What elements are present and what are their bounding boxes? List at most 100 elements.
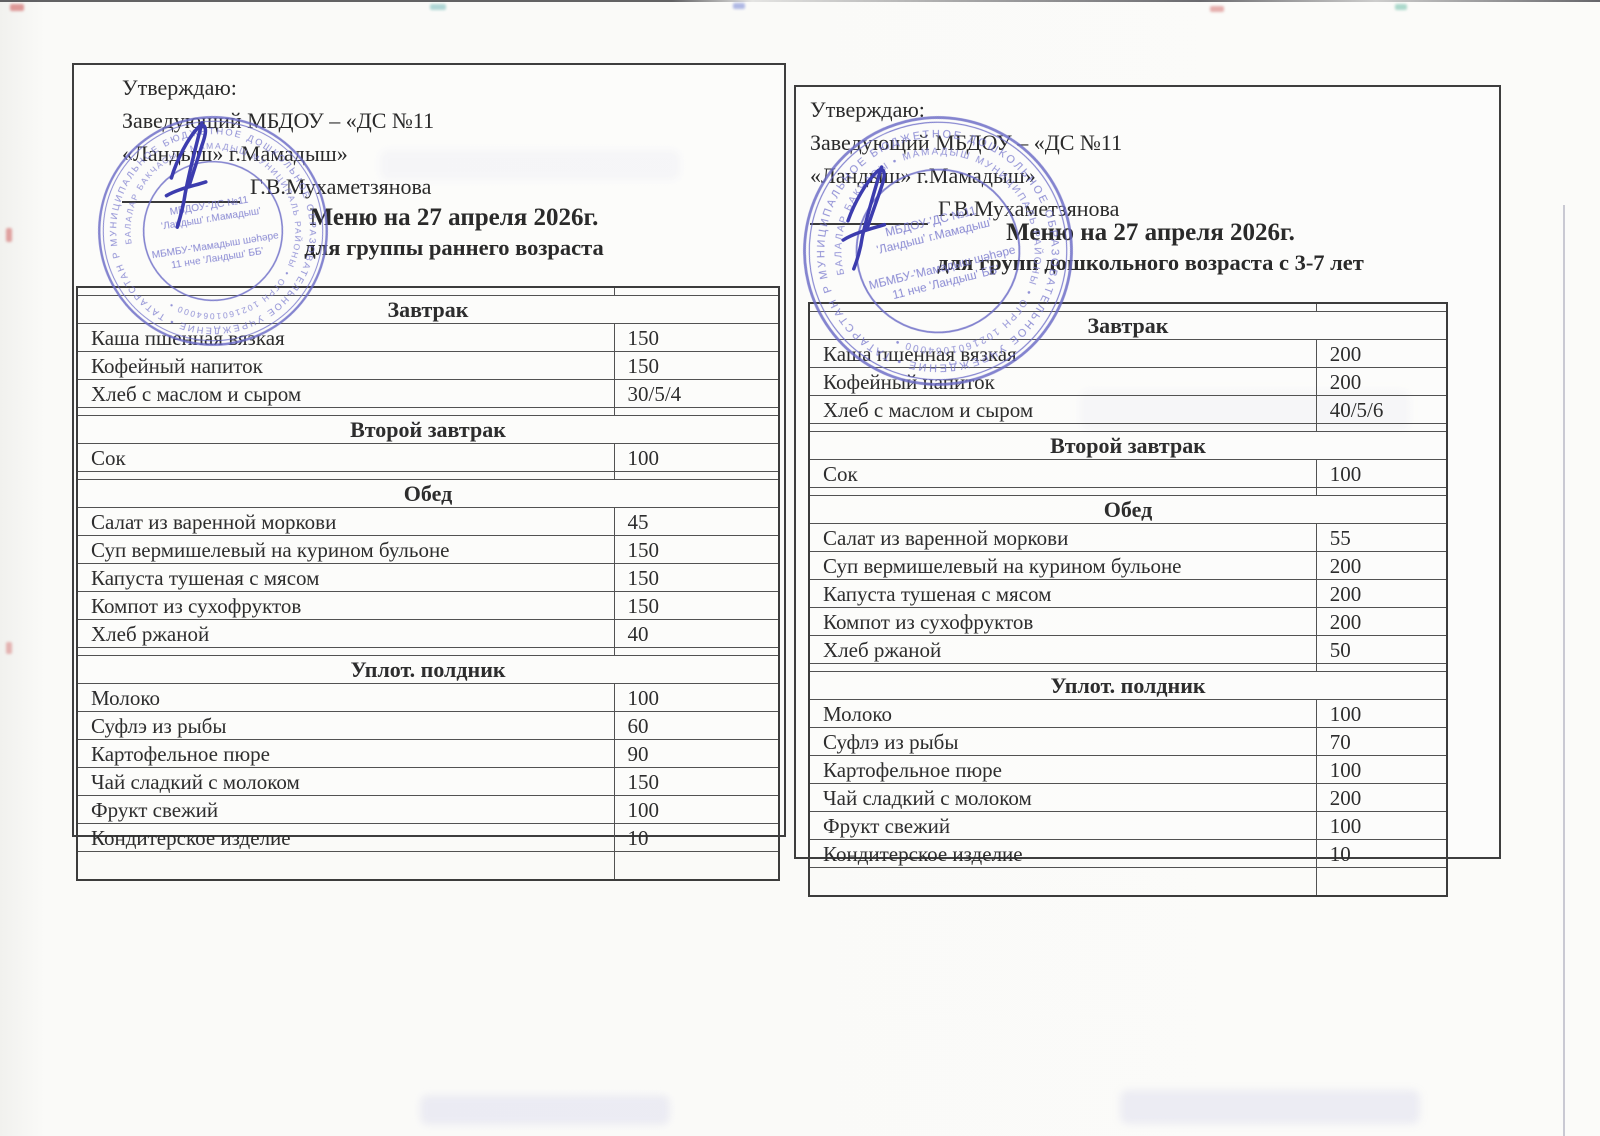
portion-cell: 40: [613, 619, 780, 648]
spacer-cell: [808, 423, 1317, 432]
menu-table-container: Завтрак Каша пшенная вязкая 200 Кофейный на…: [808, 302, 1448, 897]
dish-cell: Хлеб с маслом и сыром: [808, 395, 1317, 424]
menu-item-row: Хлеб с маслом и сыром 30/5/4: [76, 379, 780, 408]
menu-item-row: Кондитерское изделие 10: [808, 839, 1448, 868]
approval-line: Утверждаю:: [810, 97, 925, 122]
section-name-cell: Обед: [76, 479, 780, 508]
menu-page-early-age: Утверждаю: Заведующий МБДОУ – «ДС №11 «Л…: [72, 63, 786, 881]
section-name-cell: Второй завтрак: [808, 431, 1448, 460]
dish-cell: Капуста тушеная с мясом: [808, 579, 1317, 608]
portion-cell: 30/5/4: [613, 379, 780, 408]
signature-line: [122, 175, 240, 203]
scan-smudge: [1210, 6, 1224, 12]
menu-item-row: Каша пшенная вязкая 150: [76, 323, 780, 352]
spacer-cell: [613, 647, 780, 656]
menu-item-row: Сок 100: [76, 443, 780, 472]
menu-item-row: Чай сладкий с молоком 150: [76, 767, 780, 796]
portion-cell: 40/5/6: [1315, 395, 1448, 424]
menu-item-row: Фрукт свежий 100: [76, 795, 780, 824]
signature-row: Г.В.Мухаметзянова: [810, 192, 1122, 225]
menu-item-row: Капуста тушеная с мясом 200: [808, 579, 1448, 608]
spacer-cell: [1315, 423, 1448, 432]
portion-cell: 100: [1315, 699, 1448, 728]
dish-cell: Чай сладкий с молоком: [76, 767, 615, 796]
dish-cell: Хлеб ржаной: [808, 635, 1317, 664]
spacer-row: [808, 487, 1448, 496]
section-name-cell: Второй завтрак: [76, 415, 780, 444]
menu-title: Меню на 27 апреля 2026г.: [1006, 219, 1295, 246]
menu-section-row: Обед: [808, 495, 1448, 524]
dish-cell: Чай сладкий с молоком: [808, 783, 1317, 812]
portion-cell: 200: [1315, 367, 1448, 396]
round-stamp: МУНИЦИПАЛЬНОЕ БЮДЖЕТНОЕ ДОШКОЛЬНОЕ ОБРАЗ…: [766, 79, 1087, 406]
scan-smudge: [6, 228, 12, 242]
menu-item-row: Салат из варенной моркови 55: [808, 523, 1448, 552]
dish-cell: Капуста тушеная с мясом: [76, 563, 615, 592]
portion-cell: 55: [1315, 523, 1448, 552]
spacer-row: [76, 647, 780, 656]
scan-smudge: [733, 3, 745, 9]
spacer-cell: [1315, 487, 1448, 496]
spacer-cell: [76, 407, 615, 416]
spacer-cell: [808, 487, 1317, 496]
menu-subtitle: для группы раннего возраста: [304, 235, 604, 260]
menu-item-row: Салат из варенной моркови 45: [76, 507, 780, 536]
bleed-through-ghost: [420, 1095, 670, 1125]
spacer-cell: [613, 471, 780, 480]
portion-cell: 100: [1315, 459, 1448, 488]
dish-cell: Салат из варенной моркови: [808, 523, 1317, 552]
menu-page-preschool: Утверждаю: Заведующий МБДОУ – «ДС №11 «Л…: [766, 79, 1501, 897]
spacer-row: [808, 663, 1448, 672]
portion-cell: 100: [1315, 755, 1448, 784]
handwritten-signature: [841, 165, 887, 271]
dish-cell: Фрукт свежий: [808, 811, 1317, 840]
portion-cell: 150: [613, 563, 780, 592]
dish-cell: Суп вермишелевый на курином бульоне: [76, 535, 615, 564]
menu-item-row: Компот из сухофруктов 150: [76, 591, 780, 620]
dish-cell: Салат из варенной моркови: [76, 507, 615, 536]
dish-cell: Картофельное пюре: [76, 739, 615, 768]
portion-cell: 200: [1315, 579, 1448, 608]
menu-table: Завтрак Каша пшенная вязкая 150 Кофейный на…: [76, 286, 780, 881]
menu-section-row: Уплот. полдник: [808, 671, 1448, 700]
bleed-through-ghost: [1120, 1090, 1420, 1124]
spacer-cell: [1315, 663, 1448, 672]
menu-item-row: Хлеб с маслом и сыром 40/5/6: [808, 395, 1448, 424]
section-name-cell: Обед: [808, 495, 1448, 524]
approval-line: «Ландыш» г.Мамадыш»: [122, 141, 348, 166]
menu-item-row: Суфлэ из рыбы 60: [76, 711, 780, 740]
menu-section-row: Обед: [76, 479, 780, 508]
menu-item-row: Хлеб ржаной 40: [76, 619, 780, 648]
dish-cell: Хлеб ржаной: [76, 619, 615, 648]
dish-cell: Фрукт свежий: [76, 795, 615, 824]
bleed-through-ghost: [380, 150, 680, 180]
menu-section-row: Второй завтрак: [808, 431, 1448, 460]
dish-cell: Компот из сухофруктов: [808, 607, 1317, 636]
spacer-cell: [613, 407, 780, 416]
dish-cell: Молоко: [76, 683, 615, 712]
portion-cell: 100: [613, 683, 780, 712]
spacer-cell: [76, 471, 615, 480]
menu-item-row: Каша пшенная вязкая 200: [808, 339, 1448, 368]
portion-cell: 100: [613, 795, 780, 824]
handwritten-signature: [164, 121, 208, 229]
dish-cell: Суп вермишелевый на курином бульоне: [808, 551, 1317, 580]
portion-cell: 150: [613, 591, 780, 620]
menu-item-row: Кофейный напиток 150: [76, 351, 780, 380]
portion-cell: 10: [1315, 839, 1448, 868]
spacer-row: [808, 423, 1448, 432]
portion-cell: 60: [613, 711, 780, 740]
portion-cell: 100: [1315, 811, 1448, 840]
empty-row: [76, 851, 780, 881]
menu-item-row: Суп вермишелевый на курином бульоне 200: [808, 551, 1448, 580]
spacer-cell: [808, 663, 1317, 672]
menu-item-row: Суфлэ из рыбы 70: [808, 727, 1448, 756]
dish-cell: Кондитерское изделие: [808, 839, 1317, 868]
scan-smudge: [6, 642, 12, 654]
portion-cell: 100: [613, 443, 780, 472]
menu-item-row: Капуста тушеная с мясом 150: [76, 563, 780, 592]
approval-block: Утверждаю: Заведующий МБДОУ – «ДС №11 «Л…: [810, 93, 1122, 225]
portion-cell: 150: [613, 767, 780, 796]
portion-cell: 45: [613, 507, 780, 536]
